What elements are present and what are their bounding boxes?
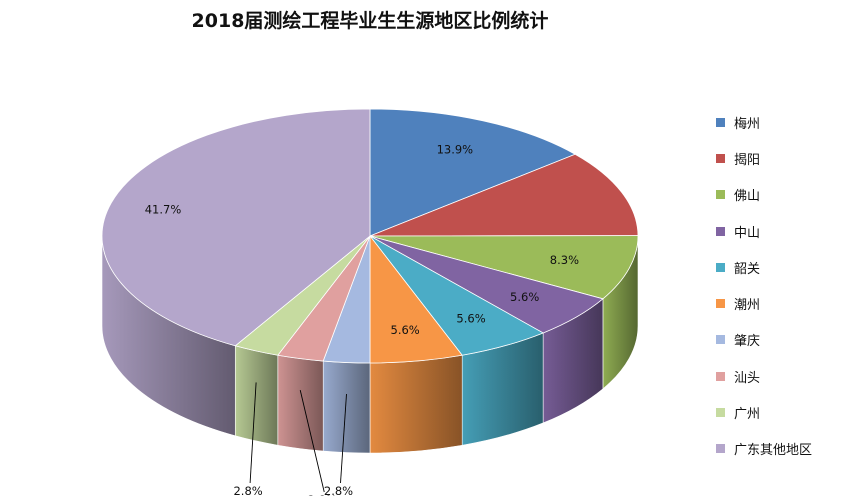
data-label-梅州: 13.9% <box>437 143 474 157</box>
legend-label: 潮州 <box>734 298 761 314</box>
legend-swatch <box>716 408 725 418</box>
data-label-中山: 5.6% <box>510 290 539 304</box>
legend-label: 肇庆 <box>734 334 761 350</box>
legend-label: 韶关 <box>734 261 761 277</box>
legend-swatch <box>716 117 725 127</box>
legend-item: 肇庆 <box>716 322 841 358</box>
legend-swatch <box>716 153 725 163</box>
legend: 梅州揭阳佛山中山韶关潮州肇庆汕头广州广东其他地区 <box>716 104 841 467</box>
data-label-汕头: 2.8% <box>308 493 337 496</box>
legend-item: 广东其他地区 <box>716 431 841 467</box>
legend-item: 梅州 <box>716 104 841 140</box>
pie-side-潮州 <box>369 354 463 454</box>
pie-top <box>101 108 639 364</box>
pie-side-walls <box>101 235 639 454</box>
data-label-广东其他地区: 41.7% <box>145 203 182 217</box>
legend-label: 佛山 <box>734 189 761 205</box>
legend-swatch <box>716 444 725 454</box>
legend-label: 广东其他地区 <box>734 443 813 459</box>
pie-side-肇庆 <box>322 360 371 454</box>
legend-label: 揭阳 <box>734 152 761 168</box>
legend-swatch <box>716 262 725 272</box>
pie-slice-广东其他地区 <box>101 108 371 347</box>
legend-item: 汕头 <box>716 358 841 394</box>
data-label-广州: 2.8% <box>233 484 262 496</box>
legend-item: 中山 <box>716 213 841 249</box>
legend-item: 广州 <box>716 394 841 430</box>
pie-slice-梅州 <box>369 108 577 237</box>
legend-item: 揭阳 <box>716 140 841 176</box>
chart-title: 2018届测绘工程毕业生生源地区比例统计 <box>191 10 549 32</box>
legend-swatch <box>716 190 725 200</box>
data-label-韶关: 5.6% <box>456 311 485 325</box>
legend-label: 汕头 <box>734 370 761 386</box>
legend-item: 潮州 <box>716 285 841 321</box>
legend-item: 佛山 <box>716 177 841 213</box>
leader-line-肇庆 <box>340 393 347 484</box>
leader-line-广州 <box>249 382 257 484</box>
data-labels: 13.9%8.3%5.6%5.6%5.6%2.8%2.8%2.8%41.7% <box>145 143 579 496</box>
pie-side-广州 <box>234 345 279 446</box>
legend-label: 广州 <box>734 407 761 423</box>
legend-swatch <box>716 226 725 236</box>
data-label-佛山: 8.3% <box>550 253 579 267</box>
legend-swatch <box>716 371 725 381</box>
legend-item: 韶关 <box>716 249 841 285</box>
leader-line-汕头 <box>299 390 325 493</box>
pie-slice-揭阳 <box>369 153 639 237</box>
legend-swatch <box>716 299 725 309</box>
pie-slice-佛山 <box>369 235 639 300</box>
data-label-肇庆: 2.8% <box>324 484 353 496</box>
pie-side-汕头 <box>277 354 324 452</box>
legend-label: 中山 <box>734 225 761 241</box>
legend-swatch <box>716 335 725 345</box>
data-label-潮州: 5.6% <box>391 323 420 337</box>
legend-label: 梅州 <box>734 116 761 132</box>
